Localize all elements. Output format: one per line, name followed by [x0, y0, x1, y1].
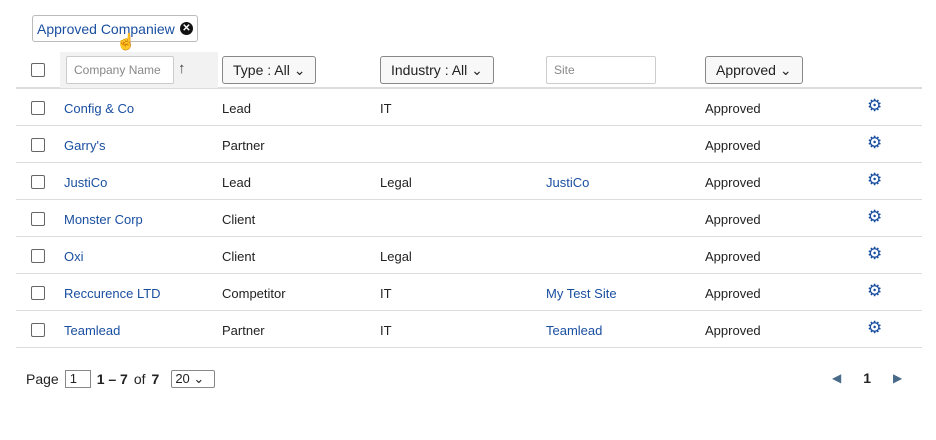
prev-page-icon[interactable]: ◀ [832, 371, 842, 385]
industry-cell: Legal [380, 175, 412, 190]
chevron-down-icon: ⌄ [471, 62, 483, 78]
type-cell: Competitor [222, 286, 286, 301]
page-size-value: 20 [175, 371, 190, 386]
status-filter-select[interactable]: Approved ⌄ [705, 56, 803, 84]
type-cell: Client [222, 212, 256, 227]
site-link[interactable]: JustiCo [546, 175, 590, 190]
pager: ◀ 1 ▶ [832, 370, 902, 386]
next-page-icon[interactable]: ▶ [893, 371, 903, 385]
row-checkbox[interactable] [31, 175, 45, 189]
table-row: Teamlead Partner IT Teamlead Approved ⚙ [16, 311, 922, 348]
page-input[interactable]: 1 [64, 370, 91, 388]
status-filter-label: Approved [716, 62, 776, 78]
row-checkbox[interactable] [31, 249, 45, 263]
total-count: 7 [151, 371, 160, 387]
site-link[interactable]: My Test Site [546, 286, 617, 301]
table-row: Config & Co Lead IT Approved ⚙ [16, 89, 922, 126]
gear-icon[interactable]: ⚙ [867, 281, 883, 300]
type-cell: Partner [222, 323, 265, 338]
pagination-info: Page 1 1 – 7 of 7 20 ⌄ [26, 370, 216, 388]
table-row: JustiCo Lead Legal JustiCo Approved ⚙ [16, 163, 922, 200]
gear-icon[interactable]: ⚙ [867, 96, 883, 115]
table-row: Monster Corp Client Approved ⚙ [16, 200, 922, 237]
industry-cell: IT [380, 101, 392, 116]
range-text: 1 – 7 [96, 371, 128, 387]
gear-icon[interactable]: ⚙ [867, 207, 883, 226]
company-name-link[interactable]: JustiCo [64, 175, 108, 190]
site-link[interactable]: Teamlead [546, 323, 603, 338]
company-name-input[interactable]: Company Name [66, 56, 174, 84]
industry-cell: IT [380, 323, 392, 338]
row-checkbox[interactable] [31, 212, 45, 226]
company-name-link[interactable]: Oxi [64, 249, 84, 264]
of-text: of [133, 371, 146, 387]
company-name-link[interactable]: Teamlead [64, 323, 121, 338]
gear-icon[interactable]: ⚙ [867, 170, 883, 189]
hand-cursor-icon: ☝ [116, 34, 136, 51]
type-filter-label: Type : All [233, 62, 290, 78]
close-icon[interactable]: ✕ [180, 22, 193, 35]
status-cell: Approved [705, 175, 761, 190]
status-cell: Approved [705, 138, 761, 153]
status-cell: Approved [705, 249, 761, 264]
row-checkbox[interactable] [31, 286, 45, 300]
row-checkbox[interactable] [31, 101, 45, 115]
company-name-link[interactable]: Monster Corp [64, 212, 143, 227]
table-row: Reccurence LTD Competitor IT My Test Sit… [16, 274, 922, 311]
company-name-header[interactable]: Company Name ↑ [60, 52, 218, 88]
table-row: Garry's Partner Approved ⚙ [16, 126, 922, 163]
gear-icon[interactable]: ⚙ [867, 244, 883, 263]
type-cell: Lead [222, 175, 251, 190]
table-row: Oxi Client Legal Approved ⚙ [16, 237, 922, 274]
page-size-select[interactable]: 20 ⌄ [171, 370, 216, 388]
chevron-down-icon: ⌄ [779, 62, 792, 78]
company-name-link[interactable]: Config & Co [64, 101, 135, 116]
site-input[interactable]: Site [546, 56, 656, 84]
row-checkbox[interactable] [31, 323, 45, 337]
industry-cell: Legal [380, 249, 412, 264]
status-cell: Approved [705, 286, 761, 301]
type-cell: Partner [222, 138, 265, 153]
row-checkbox[interactable] [31, 138, 45, 152]
select-all-checkbox[interactable] [31, 63, 45, 77]
chevron-down-icon: ⌄ [293, 62, 306, 78]
industry-filter-select[interactable]: Industry : All ⌄ [380, 56, 494, 84]
industry-filter-label: Industry : All [391, 62, 468, 78]
status-cell: Approved [705, 323, 761, 338]
gear-icon[interactable]: ⚙ [867, 133, 883, 152]
current-page[interactable]: 1 [863, 370, 872, 386]
industry-cell: IT [380, 286, 392, 301]
sort-asc-icon[interactable]: ↑ [178, 60, 186, 77]
type-cell: Client [222, 249, 256, 264]
type-filter-select[interactable]: Type : All ⌄ [222, 56, 317, 84]
company-name-link[interactable]: Reccurence LTD [64, 286, 161, 301]
type-cell: Lead [222, 101, 251, 116]
table-header: Company Name ↑ Type : All ⌄ Industry : A… [16, 52, 922, 89]
filter-chip[interactable]: Approved Companiew ✕ [32, 15, 198, 42]
company-name-link[interactable]: Garry's [64, 138, 106, 153]
filter-chip-label: Approved Companiew [37, 20, 175, 37]
page-label: Page [26, 371, 59, 387]
gear-icon[interactable]: ⚙ [867, 318, 883, 337]
status-cell: Approved [705, 212, 761, 227]
status-cell: Approved [705, 101, 761, 116]
